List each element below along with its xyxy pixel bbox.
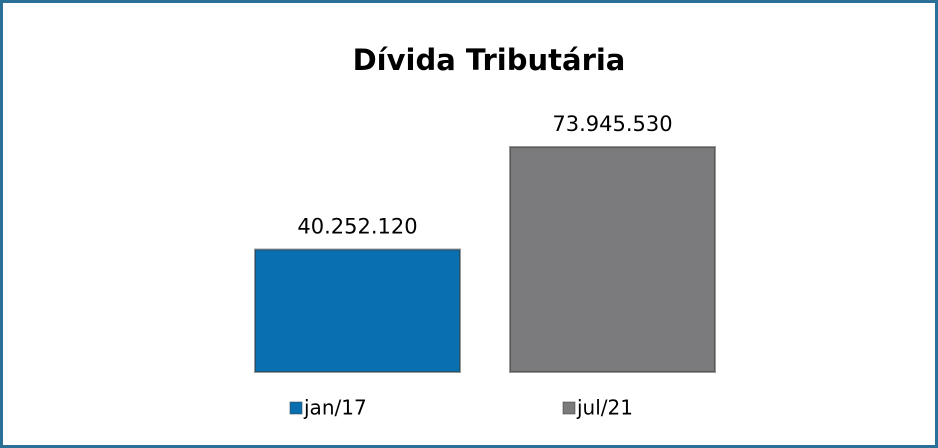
- bar: [509, 146, 716, 373]
- legend-label: jul/21: [576, 396, 633, 420]
- data-label: 40.252.120: [297, 215, 417, 239]
- data-label: 73.945.530: [552, 112, 672, 136]
- legend-swatch: [562, 401, 576, 415]
- bar: [254, 248, 461, 373]
- legend-label: jan/17: [303, 396, 367, 420]
- chart-title: Dívida Tributária: [353, 43, 626, 77]
- legend-swatch: [289, 401, 303, 415]
